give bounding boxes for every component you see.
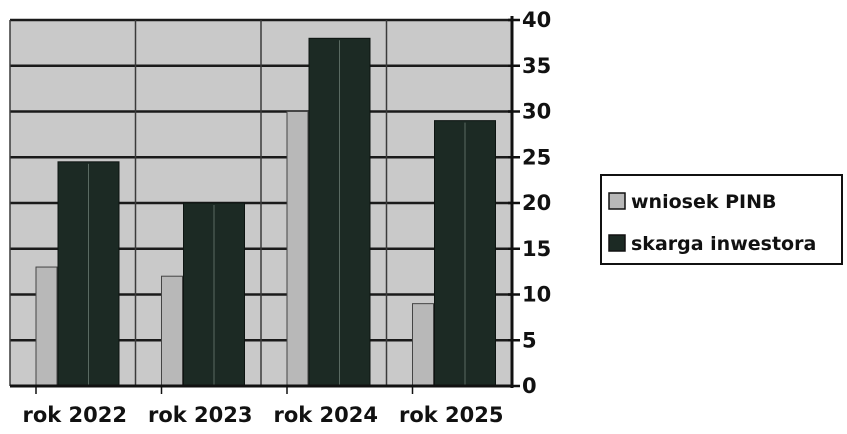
y-tick-label: 35 [522, 54, 551, 78]
bar-wniosek-pinb [35, 266, 58, 387]
bars [35, 37, 496, 387]
y-tick-label: 0 [522, 374, 537, 398]
y-axis: 0 5 10 15 20 25 30 35 40 [10, 8, 551, 398]
x-axis-labels: rok 2022 rok 2023 rok 2024 rok 2025 [22, 403, 503, 427]
bar-wniosek-pinb [286, 111, 309, 387]
bar-wniosek-pinb [161, 275, 183, 387]
legend-swatch [608, 192, 626, 210]
bar-wniosek-pinb [412, 303, 434, 387]
y-tick-label: 30 [522, 100, 551, 124]
legend-label: wniosek PINB [631, 191, 776, 213]
y-tick-label: 20 [522, 191, 551, 215]
y-tick-label: 5 [522, 328, 537, 352]
x-tick-label: rok 2022 [22, 403, 127, 427]
legend-swatch [608, 234, 626, 252]
x-tick-label: rok 2024 [273, 403, 378, 427]
y-tick-label: 25 [522, 145, 551, 169]
legend-box [600, 174, 843, 265]
x-tick-label: rok 2025 [399, 403, 504, 427]
y-tick-label: 15 [522, 237, 551, 261]
x-tick-label: rok 2023 [148, 403, 253, 427]
y-tick-label: 40 [522, 8, 551, 32]
legend-label: skarga inwestora [631, 233, 816, 255]
y-tick-label: 10 [522, 283, 551, 307]
legend: wniosek PINB skarga inwestora [600, 174, 843, 265]
